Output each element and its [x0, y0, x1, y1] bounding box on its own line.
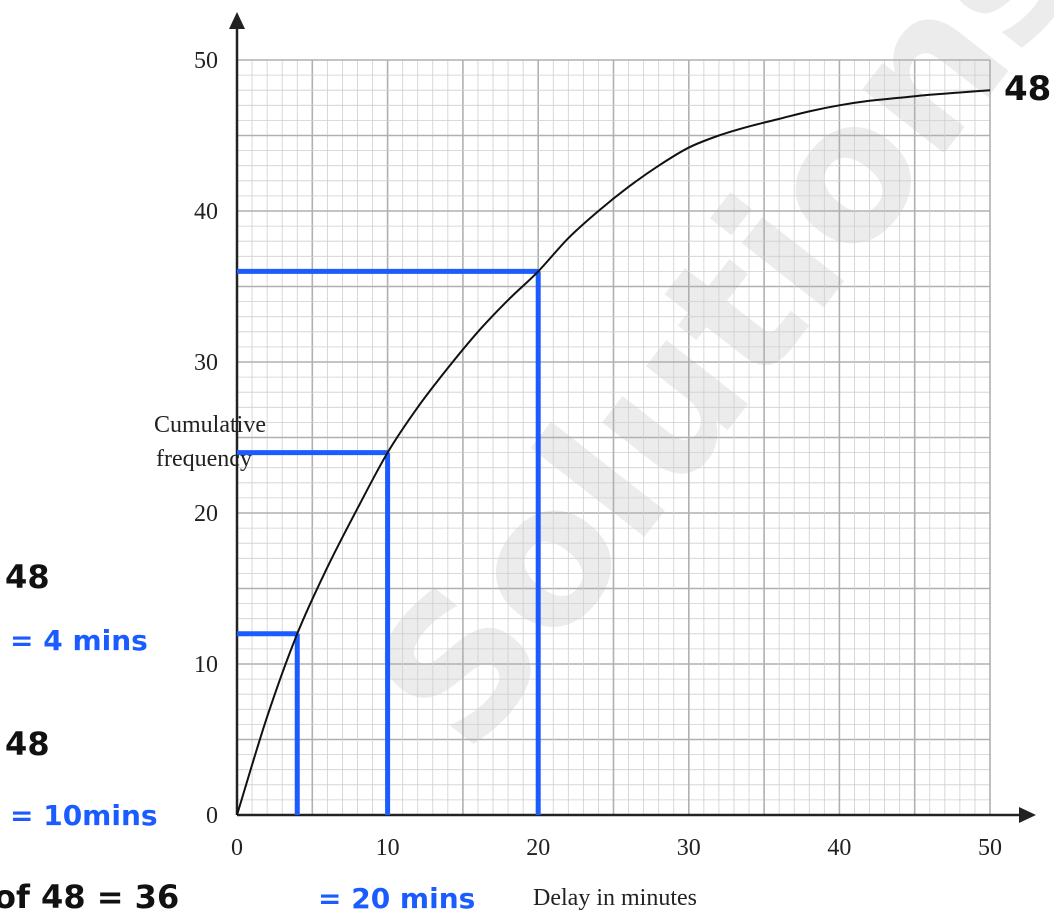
tick-labels: 0 10 20 30 40 50 0 10 20 30 40 50 [194, 48, 1002, 861]
x-tick-label: 40 [827, 835, 851, 861]
y-tick-label: 0 [206, 803, 218, 829]
x-tick-label: 30 [677, 835, 701, 861]
axes [229, 12, 1036, 823]
x-tick-label: 20 [526, 835, 550, 861]
y-tick-label: 40 [194, 199, 218, 225]
y-axis-arrow [229, 12, 245, 29]
watermark: Solutions [331, 0, 1054, 788]
note1-result: = 4 mins [10, 624, 148, 657]
y-axis-label-line2: frequency [156, 446, 252, 472]
y-tick-label: 50 [194, 48, 218, 74]
grid [236, 59, 991, 816]
x-tick-label: 50 [978, 835, 1002, 861]
x-tick-label: 0 [231, 835, 243, 861]
end-value-label: 48 [1004, 69, 1051, 109]
cumulative-frequency-curve [236, 89, 991, 816]
reading-lines [237, 268, 541, 815]
x-axis-arrow [1019, 807, 1036, 823]
x-tick-label: 10 [376, 835, 400, 861]
note2-text: of 48 [0, 725, 50, 763]
note2-result: = 10mins [10, 799, 158, 832]
x-axis-label: Delay in minutes [533, 885, 697, 911]
note3-text: of 48 = 36 [0, 878, 179, 911]
y-tick-label: 30 [194, 350, 218, 376]
y-tick-label: 20 [194, 501, 218, 527]
y-tick-label: 10 [194, 652, 218, 678]
note1-text: of 48 [0, 558, 50, 596]
note3-result: = 20 mins [318, 882, 475, 911]
y-axis-label-line1: Cumulative [154, 412, 266, 438]
